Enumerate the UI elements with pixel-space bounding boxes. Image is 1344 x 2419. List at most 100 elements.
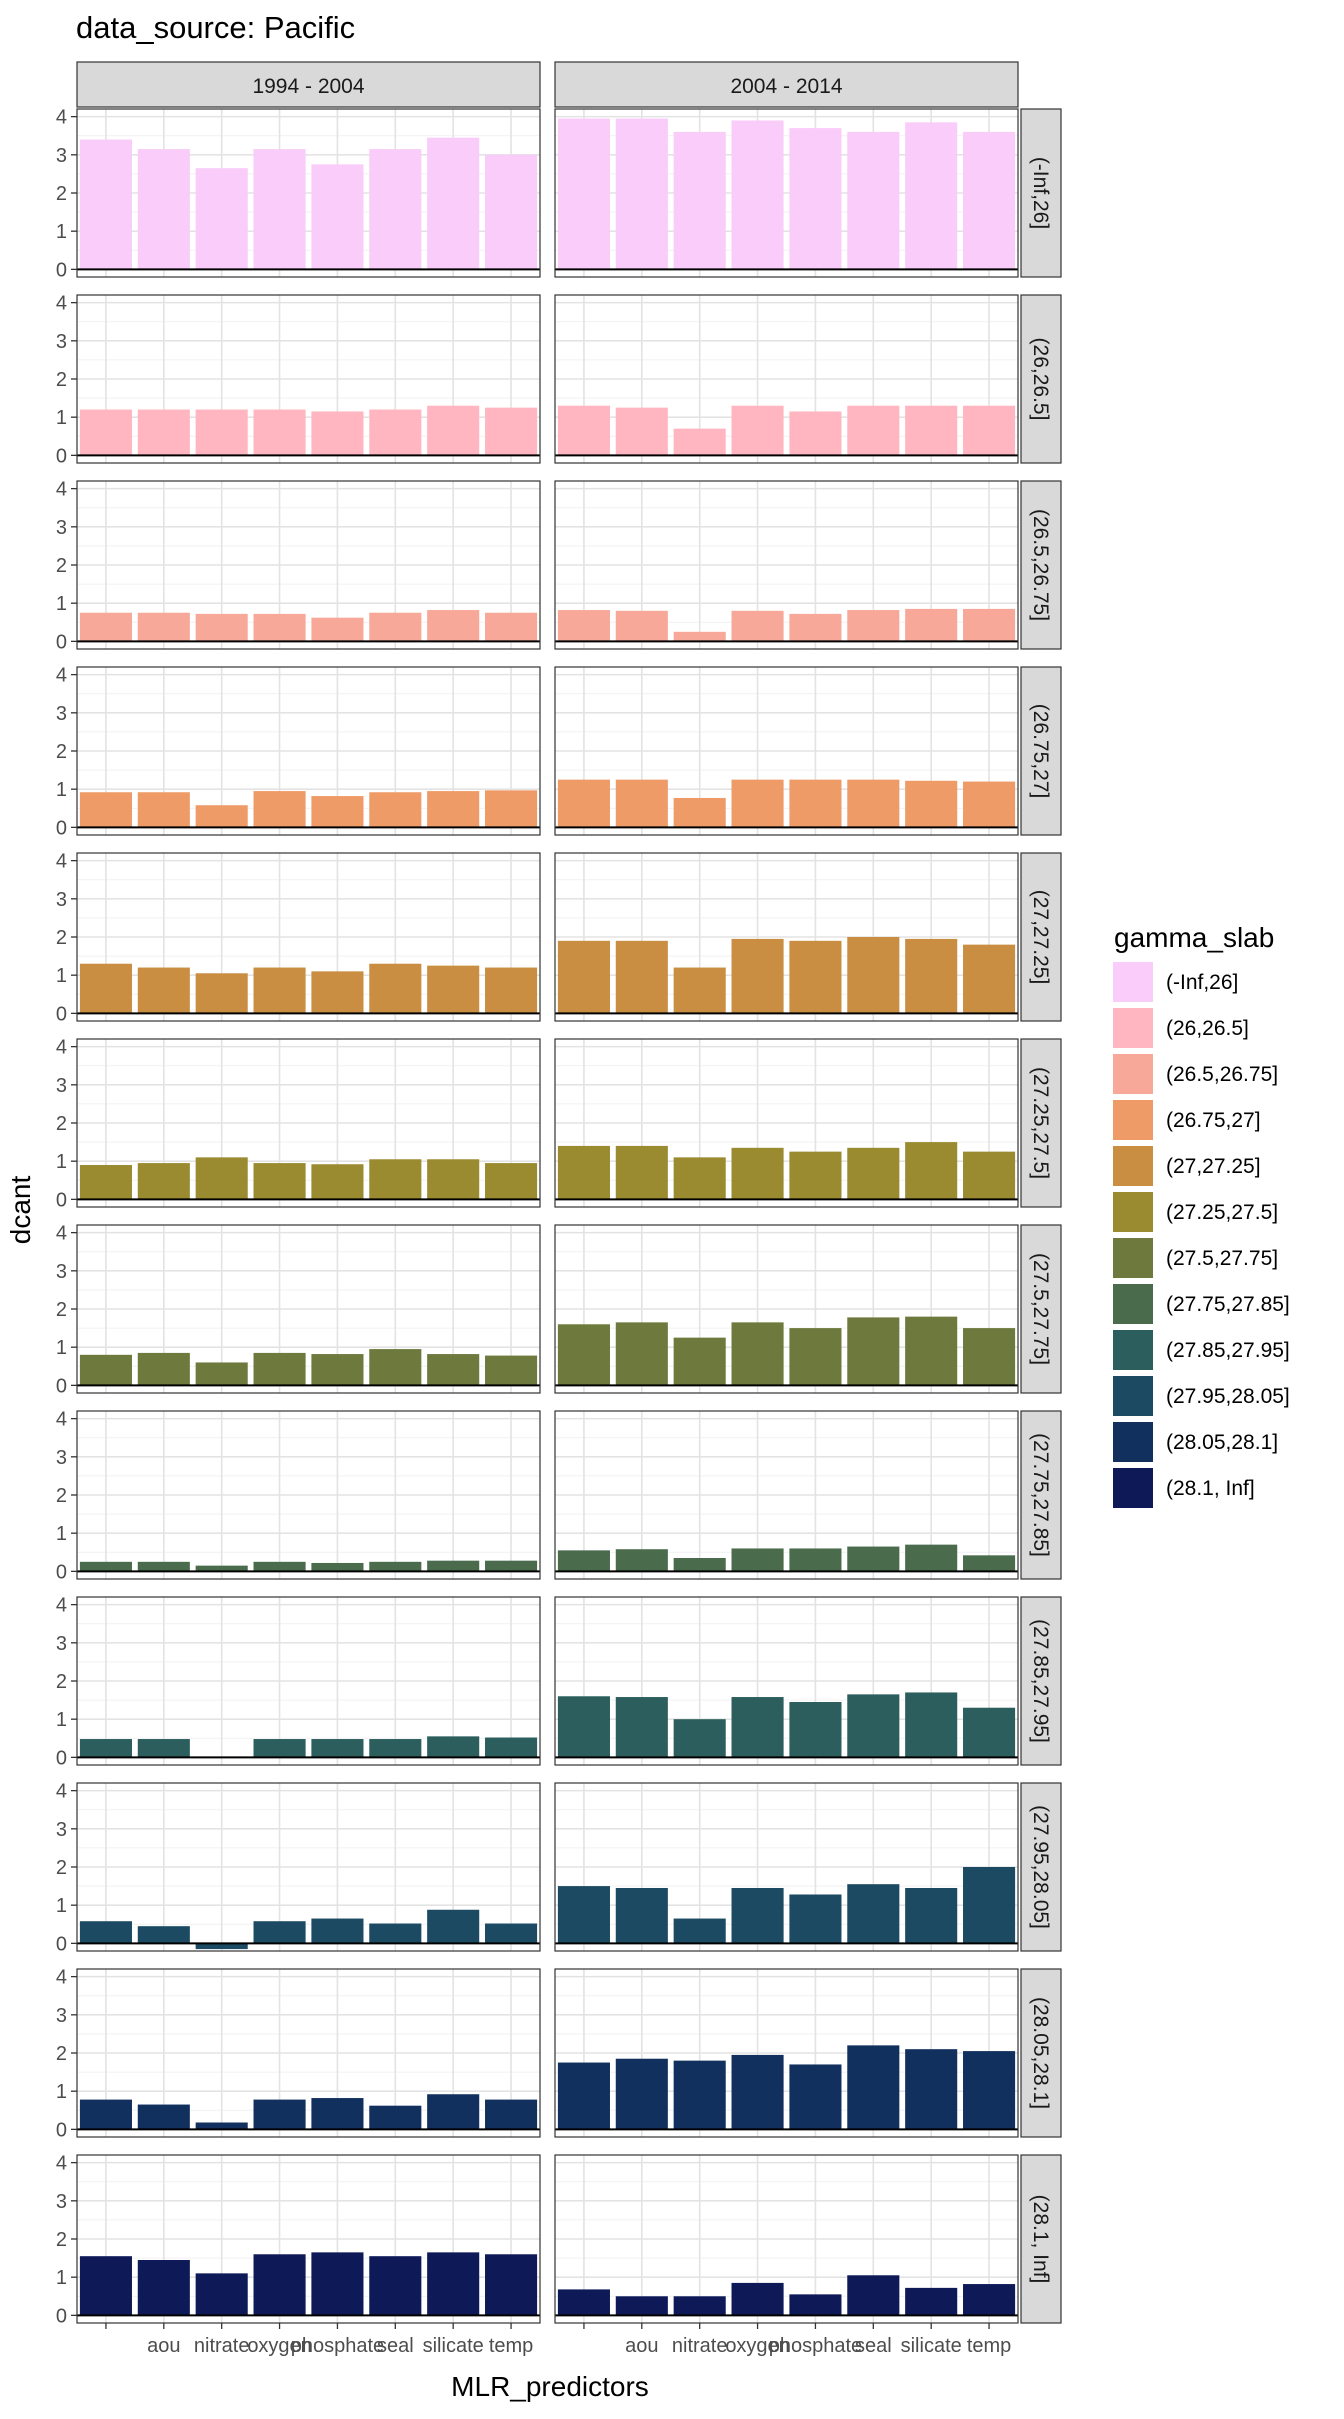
bar	[253, 149, 306, 270]
x-tick-label: nitrate	[194, 2335, 250, 2357]
bar	[731, 610, 784, 642]
x-tick-label: nitrate	[672, 2335, 728, 2357]
bar	[79, 1739, 132, 1758]
facet-strip-row	[1020, 1968, 1062, 2138]
bar	[731, 2054, 784, 2130]
y-tick-label: 2	[56, 2043, 67, 2065]
bar	[485, 967, 538, 1014]
bar	[731, 1548, 784, 1572]
x-axis-title: MLR_predictors	[451, 2371, 649, 2402]
bar	[137, 1352, 190, 1386]
facet-strip-row-label: (-Inf,26]	[1029, 157, 1052, 229]
bar	[195, 2273, 248, 2316]
bar	[311, 2098, 364, 2130]
bar	[311, 971, 364, 1014]
facet-panel: 0 1 2 3 4	[56, 1037, 541, 1211]
facet-panel	[554, 480, 1019, 650]
bar	[195, 973, 248, 1014]
y-tick-label: 0	[56, 1189, 67, 1211]
y-tick-label: 4	[56, 1781, 67, 1803]
bar	[615, 779, 668, 828]
bar	[963, 1707, 1016, 1758]
y-tick-label: 1	[56, 2267, 67, 2289]
bar	[253, 1163, 306, 1200]
legend-label: (27.95,28.05]	[1166, 1385, 1290, 1408]
bar	[137, 967, 190, 1014]
facet-panel	[554, 852, 1019, 1022]
bar	[195, 2122, 248, 2130]
bar	[905, 1142, 958, 1200]
bar	[253, 1739, 306, 1758]
y-tick-label: 1	[56, 779, 67, 801]
y-tick-label: 3	[56, 1447, 67, 1469]
bar	[195, 805, 248, 828]
legend-key	[1113, 1284, 1153, 1324]
panel-border	[554, 2154, 1019, 2324]
facet-panel: 0 1 2 3 4	[56, 1409, 541, 1583]
facet-strip-row-label: (26,26.5]	[1029, 338, 1052, 421]
bar	[905, 2049, 958, 2130]
y-tick-label: 0	[56, 1375, 67, 1397]
bar	[789, 1328, 842, 1386]
facet-panel: 0 1 2 3 4	[56, 851, 541, 1025]
bar	[485, 2099, 538, 2130]
facet-panel	[554, 1410, 1019, 1580]
bar	[731, 779, 784, 828]
bar	[847, 131, 900, 270]
bar	[137, 149, 190, 270]
bar	[905, 780, 958, 828]
bar	[847, 1546, 900, 1572]
legend-key	[1113, 1468, 1153, 1508]
bar	[615, 2296, 668, 2316]
bar	[79, 1561, 132, 1572]
y-tick-label: 3	[56, 1633, 67, 1655]
panel-border	[554, 852, 1019, 1022]
bar	[485, 2254, 538, 2316]
bar	[557, 779, 610, 828]
bar	[311, 617, 364, 642]
bar	[673, 2296, 726, 2316]
bar	[905, 1888, 958, 1944]
bar	[195, 1943, 248, 1950]
bar	[369, 1739, 422, 1758]
facet-panel	[554, 666, 1019, 836]
bar	[847, 1884, 900, 1944]
bar	[557, 1550, 610, 1572]
facet-strip-col	[554, 61, 1019, 108]
y-tick-label: 2	[56, 741, 67, 763]
bar	[137, 1926, 190, 1944]
bar	[253, 967, 306, 1014]
bar	[731, 1697, 784, 1758]
facet-strip-row-label: (27,27.25]	[1029, 890, 1052, 985]
bar	[789, 1548, 842, 1572]
bar	[485, 1737, 538, 1758]
bar	[485, 154, 538, 270]
panel-border	[554, 480, 1019, 650]
legend-key	[1113, 1330, 1153, 1370]
bar	[253, 2254, 306, 2316]
y-tick-label: 0	[56, 1003, 67, 1025]
bar	[137, 1739, 190, 1758]
panel-border	[554, 666, 1019, 836]
legend-label: (-Inf,26]	[1166, 971, 1238, 994]
bar	[427, 1159, 480, 1200]
bar	[905, 2287, 958, 2316]
bar	[847, 937, 900, 1014]
facet-panel: 0 1 2 3 4	[56, 1223, 541, 1397]
facet-panel: 0 1 2 3 4	[56, 1595, 541, 1769]
y-axis-title: dcant	[5, 1176, 36, 1245]
bar	[311, 1164, 364, 1200]
legend-key	[1113, 1376, 1153, 1416]
legend-label: (27,27.25]	[1166, 1155, 1261, 1178]
y-tick-label: 4	[56, 2153, 67, 2175]
y-tick-label: 3	[56, 517, 67, 539]
bar	[137, 792, 190, 828]
bar	[847, 779, 900, 828]
facet-panel	[554, 1596, 1019, 1766]
x-tick-label: silicate	[901, 2335, 962, 2357]
y-tick-label: 2	[56, 555, 67, 577]
bar	[557, 1145, 610, 1200]
bar	[963, 1555, 1016, 1572]
x-tick-label: oxygen	[247, 2335, 312, 2357]
facet-panel	[554, 2154, 1019, 2324]
